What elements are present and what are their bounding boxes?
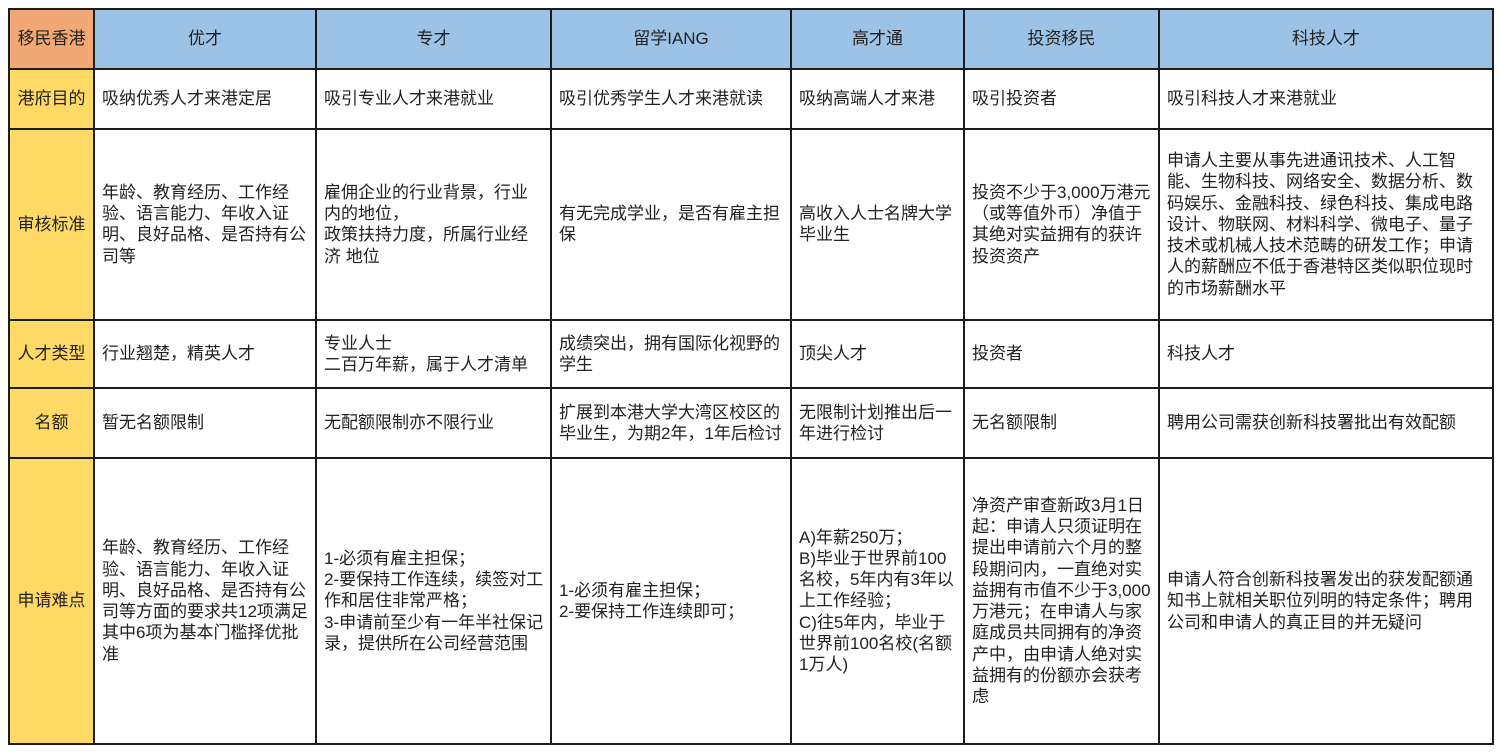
column-header-investment: 投资移民 [963,8,1160,70]
table-row: 名额 暂无名额限制 无配额限制亦不限行业 扩展到本港大学大湾区校区的毕业生，为期… [8,386,1494,460]
row-label: 申请难点 [8,457,95,745]
table-cell: 成绩突出，拥有国际化视野的学生 [550,318,792,389]
table-cell: 顶尖人才 [790,318,965,389]
table-cell: A)年薪250万； B)毕业于世界前100名校，5年内有3年以上工作经验； C)… [790,457,965,745]
row-label: 审核标准 [8,128,95,321]
table-cell: 吸引优秀学生人才来港就读 [550,67,792,131]
table-row: 审核标准 年龄、教育经历、工作经验、语言能力、年收入证明、良好品格、是否持有公司… [8,128,1494,321]
row-label: 名额 [8,386,95,460]
column-header-iang: 留学IANG [550,8,792,70]
column-header-zhuancai: 专才 [315,8,552,70]
table-cell: 投资者 [963,318,1160,389]
table-cell: 吸纳高端人才来港 [790,67,965,131]
row-label: 人才类型 [8,318,95,389]
table-row: 申请难点 年龄、教育经历、工作经验、语言能力、年收入证明、良好品格、是否持有公司… [8,457,1494,745]
table-cell: 申请人符合创新科技署发出的获发配额通知书上就相关职位列明的特定条件；聘用公司和申… [1158,457,1494,745]
hk-immigration-comparison-table: 移民香港 优才 专才 留学IANG 高才通 投资移民 科技人才 港府目的 吸纳优… [8,8,1494,745]
column-header-youcai: 优才 [93,8,317,70]
row-label: 港府目的 [8,67,95,131]
table-row: 人才类型 行业翘楚，精英人才 专业人士 二百万年薪，属于人才清单 成绩突出，拥有… [8,318,1494,389]
table-cell: 年龄、教育经历、工作经验、语言能力、年收入证明、良好品格、是否持有公司等 [93,128,317,321]
table-cell: 1-必须有雇主担保； 2-要保持工作连续即可； [550,457,792,745]
column-header-gaocaitong: 高才通 [790,8,965,70]
table-cell: 吸引科技人才来港就业 [1158,67,1494,131]
table-cell: 净资产审查新政3月1日起：申请人只须证明在提出申请前六个月的整段期问内，一直绝对… [963,457,1160,745]
table-cell: 无名额限制 [963,386,1160,460]
table-cell: 投资不少于3,000万港元（或等值外币）净值于其绝对实益拥有的获许投资资产 [963,128,1160,321]
table-cell: 暂无名额限制 [93,386,317,460]
table-corner-header: 移民香港 [8,8,95,70]
table-cell: 高收入人士名牌大学毕业生 [790,128,965,321]
column-header-tech-talent: 科技人才 [1158,8,1494,70]
table-cell: 扩展到本港大学大湾区校区的毕业生，为期2年，1年后检讨 [550,386,792,460]
table-cell: 有无完成学业，是否有雇主担保 [550,128,792,321]
table-cell: 1-必须有雇主担保； 2-要保持工作连续，续签对工作和居住非常严格； 3-申请前… [315,457,552,745]
table-row: 港府目的 吸纳优秀人才来港定居 吸引专业人才来港就业 吸引优秀学生人才来港就读 … [8,67,1494,131]
table-cell: 科技人才 [1158,318,1494,389]
table-cell: 吸引投资者 [963,67,1160,131]
table-cell: 专业人士 二百万年薪，属于人才清单 [315,318,552,389]
table-cell: 年龄、教育经历、工作经验、语言能力、年收入证明、良好品格、是否持有公司等方面的要… [93,457,317,745]
table-cell: 无配额限制亦不限行业 [315,386,552,460]
table-cell: 聘用公司需获创新科技署批出有效配额 [1158,386,1494,460]
table-cell: 吸引专业人才来港就业 [315,67,552,131]
table-cell: 雇佣企业的行业背景，行业内的地位， 政策扶持力度，所属行业经济 地位 [315,128,552,321]
table-cell: 吸纳优秀人才来港定居 [93,67,317,131]
table-cell: 无限制计划推出后一年进行检讨 [790,386,965,460]
table-cell: 申请人主要从事先进通讯技术、人工智能、生物科技、网络安全、数据分析、数码娱乐、金… [1158,128,1494,321]
table-cell: 行业翘楚，精英人才 [93,318,317,389]
header-row: 移民香港 优才 专才 留学IANG 高才通 投资移民 科技人才 [8,8,1494,70]
